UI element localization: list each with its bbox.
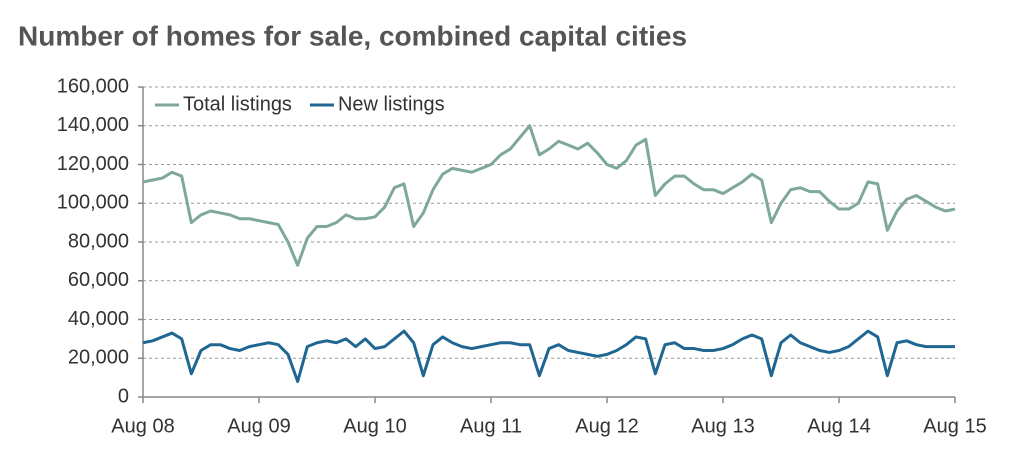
y-tick-label: 40,000 xyxy=(68,308,129,330)
y-tick-label: 160,000 xyxy=(57,75,129,97)
x-tick-label: Aug 08 xyxy=(111,415,174,437)
y-tick-label: 60,000 xyxy=(68,269,129,291)
legend-label: New listings xyxy=(338,93,445,115)
x-tick-label: Aug 11 xyxy=(460,415,522,437)
x-tick-label: Aug 13 xyxy=(691,415,754,437)
y-tick-label: 80,000 xyxy=(68,230,129,252)
y-tick-label: 140,000 xyxy=(57,114,129,136)
y-tick-label: 120,000 xyxy=(57,153,129,175)
y-tick-label: 0 xyxy=(118,385,129,407)
x-tick-label: Aug 12 xyxy=(575,415,638,437)
series-line xyxy=(142,124,956,267)
y-tick-label: 20,000 xyxy=(68,347,129,369)
x-tick-label: Aug 14 xyxy=(807,415,870,437)
x-tick-label: Aug 10 xyxy=(343,415,406,437)
series-line xyxy=(142,329,955,383)
legend-label: Total listings xyxy=(183,93,292,115)
y-tick-label: 100,000 xyxy=(57,192,129,214)
x-tick-label: Aug 15 xyxy=(923,415,986,437)
x-tick-label: Aug 09 xyxy=(227,415,290,437)
chart-title: Number of homes for sale, combined capit… xyxy=(18,20,687,51)
